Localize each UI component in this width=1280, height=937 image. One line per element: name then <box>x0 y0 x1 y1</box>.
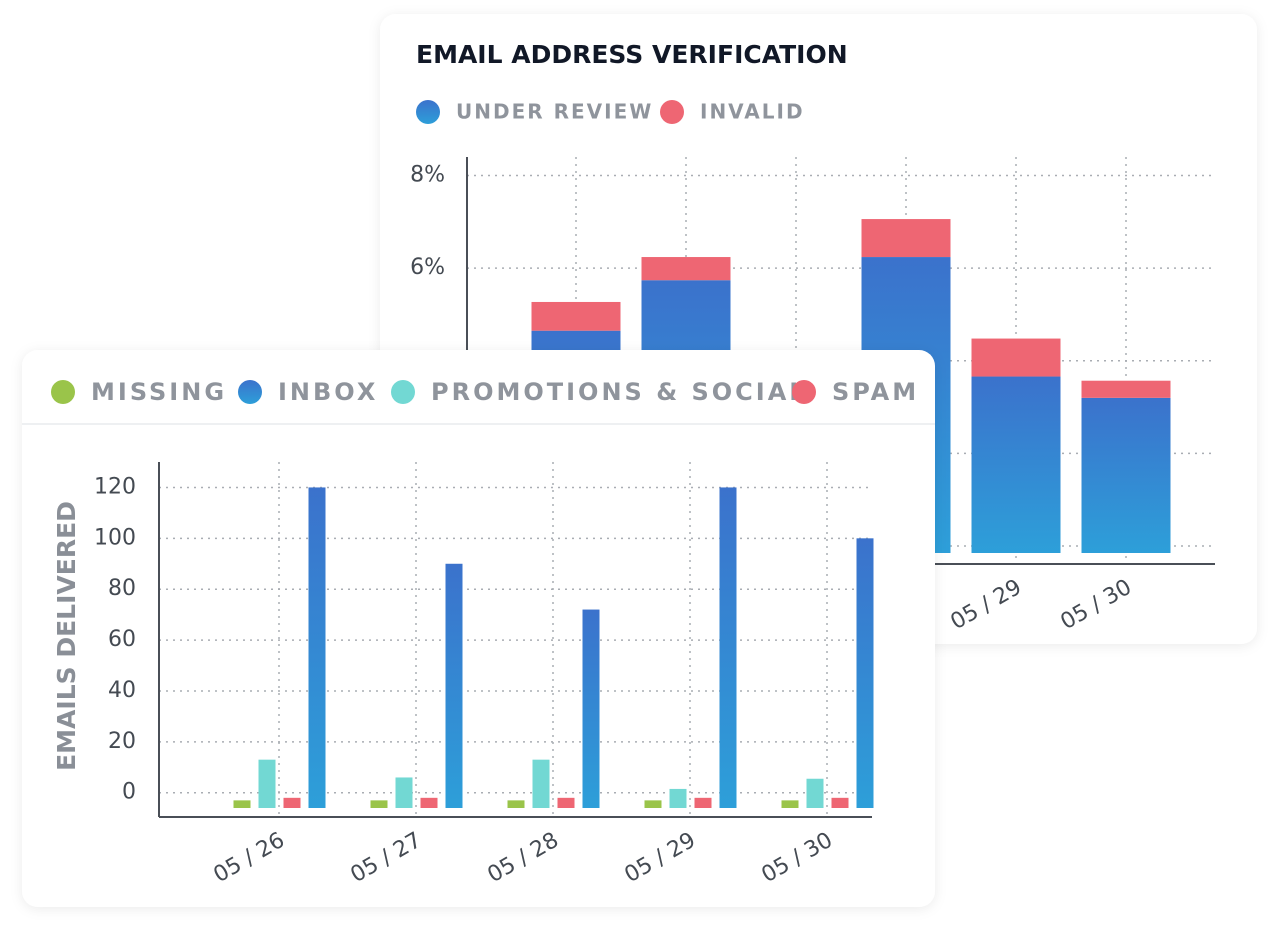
y-tick-label: 100 <box>94 525 136 550</box>
y-axis-label: EMAILS DELIVERED <box>52 501 81 771</box>
delivery-card: EMAILS DELIVERED MISSING INBOX PROMOTIONS &… <box>22 350 935 907</box>
bar <box>308 487 326 808</box>
legend-swatch <box>416 100 440 124</box>
bar <box>806 778 824 808</box>
bar <box>557 797 575 808</box>
bar <box>719 487 737 808</box>
bar <box>856 538 874 808</box>
y-tick-label: 40 <box>108 678 136 703</box>
legend-swatch <box>51 380 75 404</box>
legend-label: INVALID <box>700 100 805 124</box>
y-tick-label: 20 <box>108 729 136 754</box>
bar-segment <box>971 376 1061 553</box>
chart-title: EMAIL ADDRESS VERIFICATION <box>416 40 848 69</box>
bar <box>233 800 251 808</box>
legend-swatch <box>660 100 684 124</box>
bar <box>781 800 799 808</box>
bar <box>420 797 438 808</box>
bar-segment <box>1081 397 1171 553</box>
y-tick-label: 120 <box>94 474 136 499</box>
legend-label: SPAM <box>832 378 919 406</box>
y-tick-label: 80 <box>108 576 136 601</box>
bar <box>532 759 550 808</box>
bar-segment <box>641 257 731 281</box>
bar <box>507 800 525 808</box>
legend-label: PROMOTIONS & SOCIAL <box>431 378 808 406</box>
legend-swatch <box>792 380 816 404</box>
bar <box>370 800 388 808</box>
bar <box>831 797 849 808</box>
legend-label: INBOX <box>278 378 378 406</box>
bar-segment <box>1081 380 1171 398</box>
bar-segment <box>531 301 621 331</box>
bar <box>395 777 413 808</box>
y-tick-label: 0 <box>122 780 136 805</box>
y-tick-label: 60 <box>108 627 136 652</box>
bar <box>445 563 463 808</box>
bar <box>258 759 276 808</box>
bar <box>283 797 301 808</box>
legend-swatch <box>391 380 415 404</box>
legend-label: UNDER REVIEW <box>456 100 653 124</box>
bar <box>669 788 687 808</box>
card <box>22 350 935 907</box>
bar-segment <box>971 338 1061 377</box>
bar-segment <box>861 219 951 258</box>
bar <box>582 609 600 808</box>
bar <box>644 800 662 808</box>
y-tick-label: 6% <box>410 255 445 280</box>
legend-swatch <box>238 380 262 404</box>
legend-label: MISSING <box>91 378 227 406</box>
y-tick-label: 8% <box>410 163 445 188</box>
bar <box>694 797 712 808</box>
